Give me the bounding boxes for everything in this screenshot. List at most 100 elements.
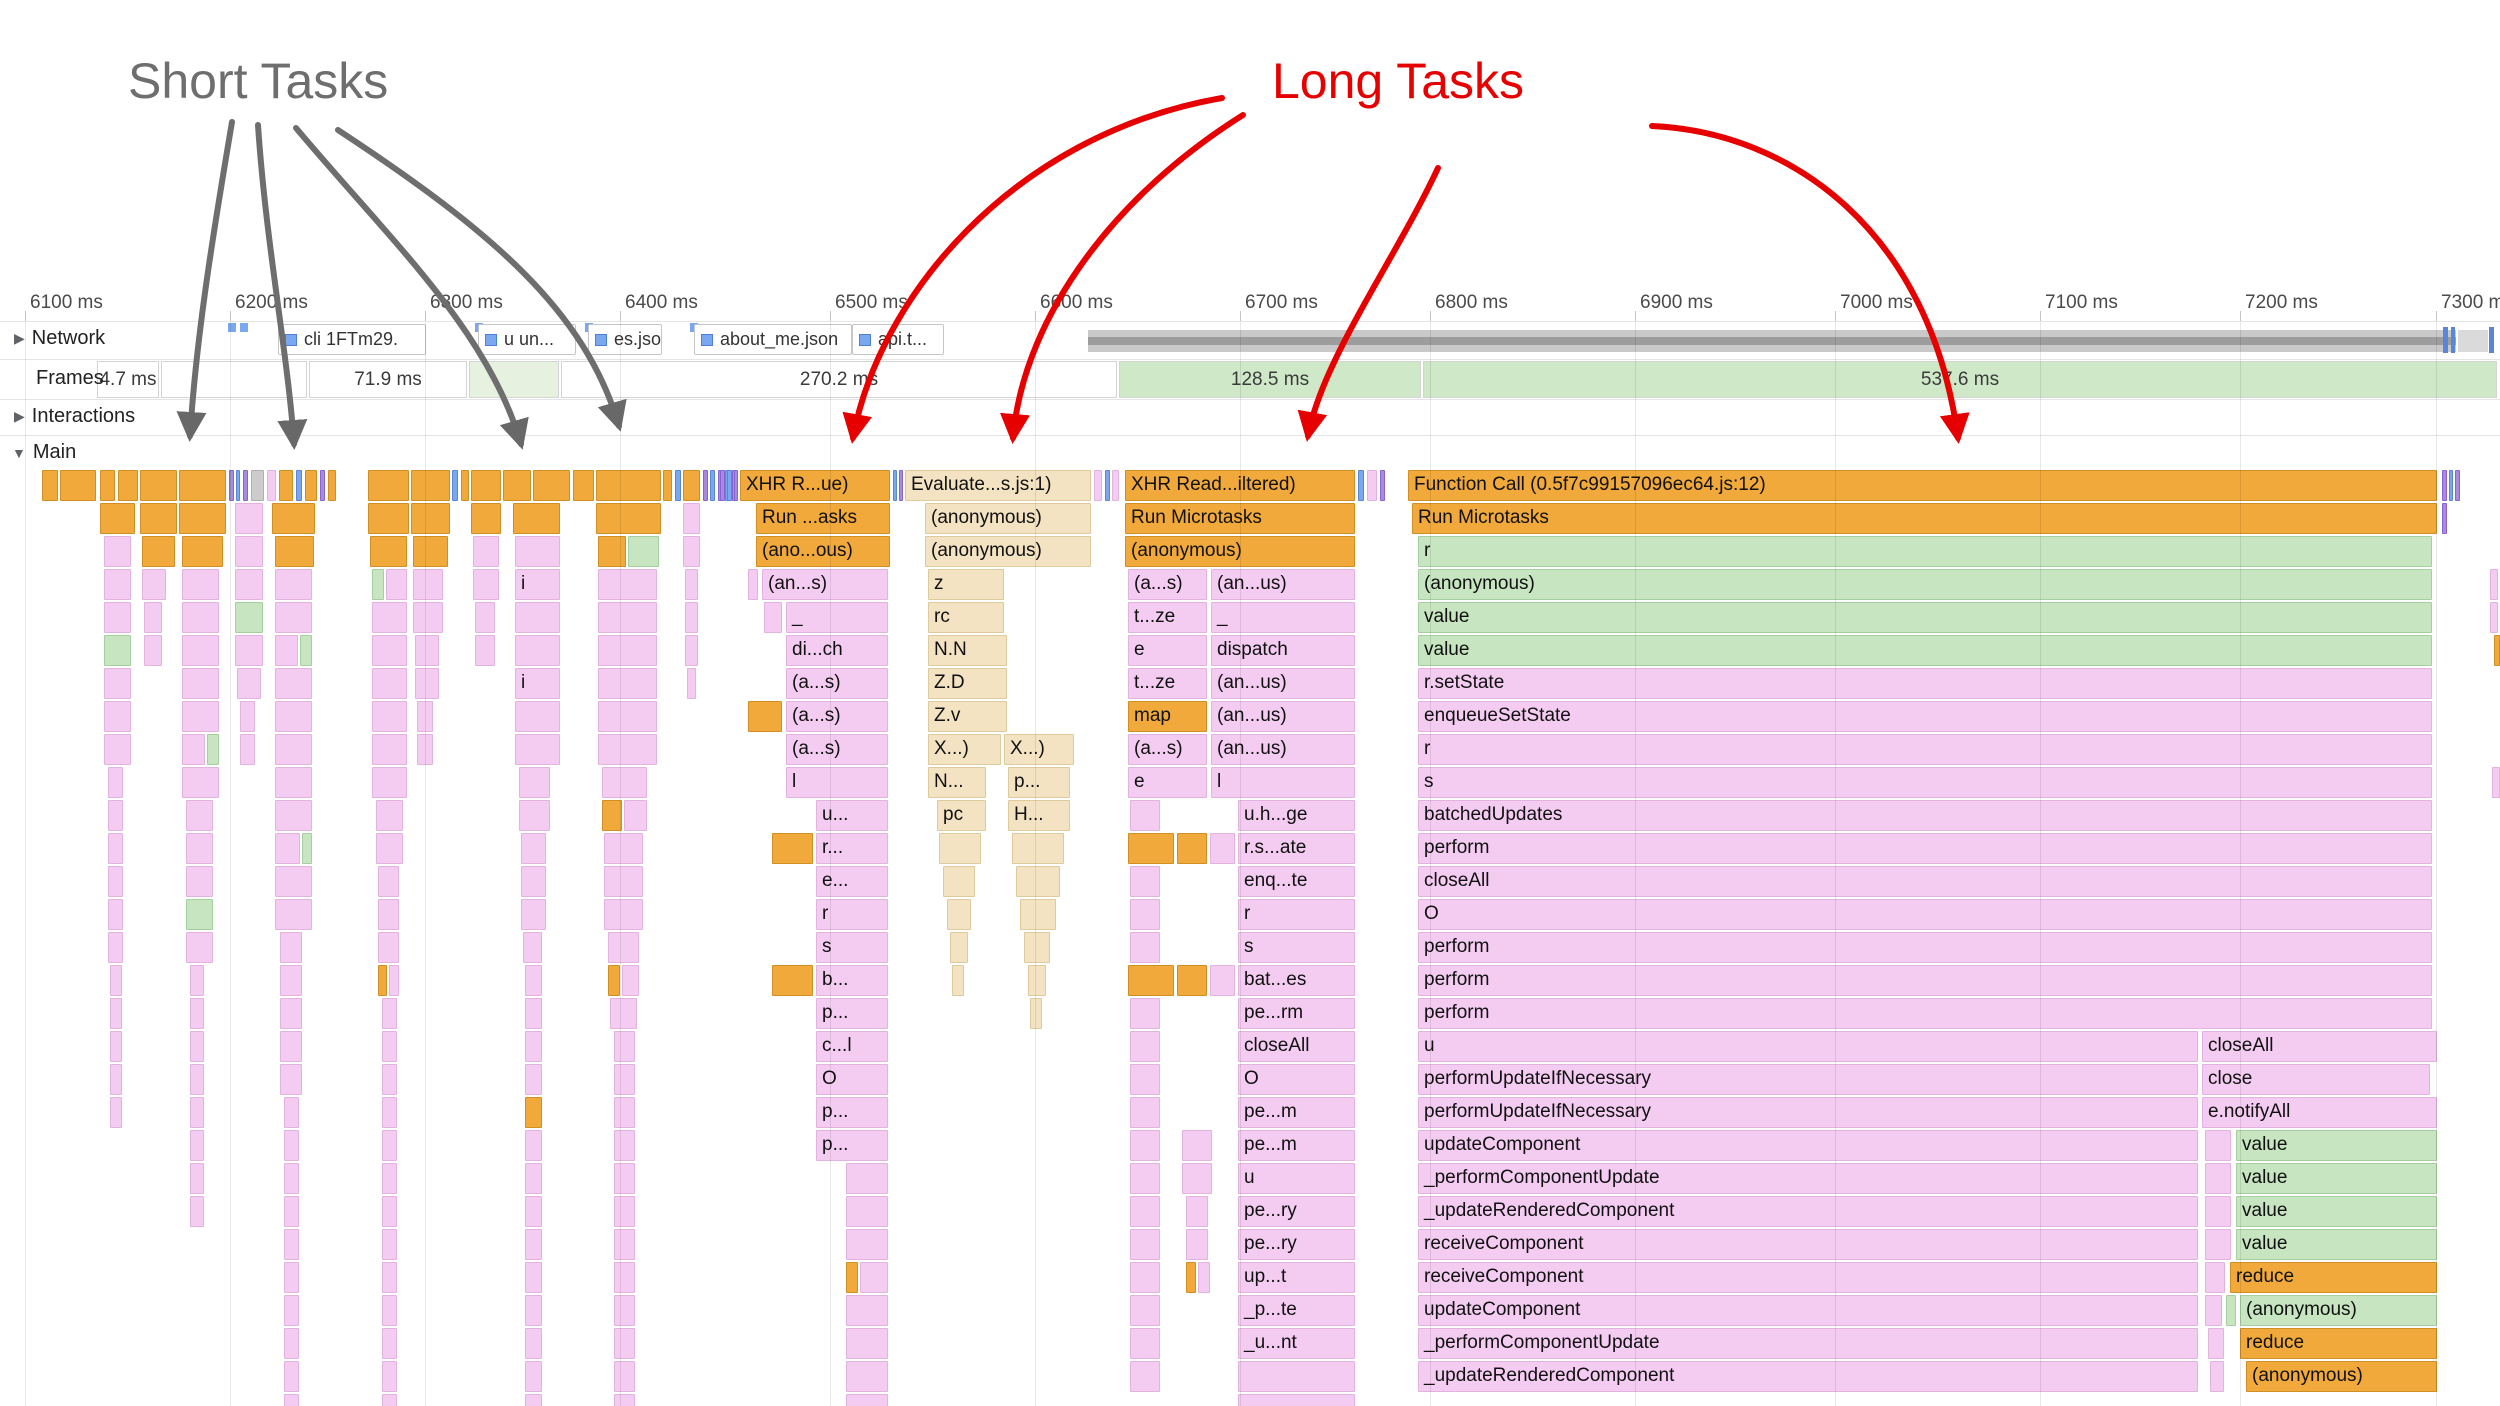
flame-bar[interactable]	[186, 899, 213, 930]
flame-bar[interactable]	[182, 536, 223, 567]
flame-bar[interactable]	[1367, 470, 1377, 501]
flame-bar[interactable]	[515, 602, 560, 633]
flame-bar[interactable]	[104, 536, 131, 567]
flame-bar[interactable]	[515, 734, 560, 765]
flame-bar[interactable]	[604, 833, 643, 864]
flame-bar[interactable]: H...	[1008, 800, 1070, 831]
flame-bar[interactable]	[1130, 800, 1160, 831]
flame-bar[interactable]	[328, 470, 336, 501]
flame-bar[interactable]: perform	[1418, 998, 2432, 1029]
flame-bar[interactable]: Run ...asks	[756, 503, 890, 534]
flame-bar[interactable]	[1024, 932, 1050, 963]
flame-bar[interactable]	[515, 536, 560, 567]
flame-bar[interactable]	[275, 536, 314, 567]
flame-bar[interactable]	[190, 1064, 204, 1095]
flame-bar[interactable]: (anonymous)	[1418, 569, 2432, 600]
flame-bar[interactable]	[598, 569, 657, 600]
flame-bar[interactable]	[382, 1361, 397, 1392]
flame-bar[interactable]	[1028, 965, 1046, 996]
flame-bar[interactable]	[860, 1262, 888, 1293]
flame-bar[interactable]	[413, 569, 443, 600]
flame-bar[interactable]	[515, 635, 560, 666]
flame-bar[interactable]	[1130, 932, 1160, 963]
flame-bar[interactable]	[608, 965, 620, 996]
flame-bar[interactable]	[846, 1229, 888, 1260]
flame-bar[interactable]: c...l	[816, 1031, 888, 1062]
flame-bar[interactable]	[275, 569, 312, 600]
flame-bar[interactable]: e	[1128, 767, 1207, 798]
flame-bar[interactable]	[1186, 1262, 1196, 1293]
flame-bar[interactable]	[382, 1262, 397, 1293]
flame-bar[interactable]: value	[1418, 635, 2432, 666]
flame-bar[interactable]	[182, 602, 219, 633]
flame-bar[interactable]	[2449, 470, 2453, 501]
flame-bar[interactable]: (a...s)	[786, 701, 888, 732]
flame-bar[interactable]	[525, 1196, 542, 1227]
flame-bar[interactable]: u	[1238, 1163, 1355, 1194]
flame-bar[interactable]: map	[1128, 701, 1207, 732]
flame-bar[interactable]	[300, 635, 312, 666]
flame-bar[interactable]: e	[1128, 635, 1207, 666]
network-request[interactable]: api.t...	[852, 324, 944, 355]
flame-bar[interactable]: p...	[816, 998, 888, 1029]
main-expand-icon[interactable]: ▼	[12, 444, 26, 461]
flame-bar[interactable]	[598, 701, 657, 732]
interactions-collapse-icon[interactable]: ▶	[14, 408, 25, 424]
flame-bar[interactable]	[284, 1097, 299, 1128]
flame-bar[interactable]	[42, 470, 58, 501]
flame-bar[interactable]	[846, 1196, 888, 1227]
flame-bar[interactable]	[142, 536, 175, 567]
flame-bar[interactable]	[386, 569, 407, 600]
flame-bar[interactable]	[846, 1361, 888, 1392]
flame-bar[interactable]	[1130, 899, 1160, 930]
flame-bar[interactable]	[280, 932, 302, 963]
flame-bar[interactable]	[614, 1295, 635, 1326]
flame-bar[interactable]	[275, 767, 312, 798]
network-request[interactable]: about_me.json	[694, 324, 852, 355]
flame-bar[interactable]	[772, 833, 813, 864]
flame-bar[interactable]: enq...te	[1238, 866, 1355, 897]
flame-bar[interactable]	[190, 965, 204, 996]
flame-bar[interactable]	[284, 1295, 299, 1326]
flame-bar[interactable]	[240, 701, 255, 732]
flame-bar[interactable]	[275, 899, 312, 930]
flame-bar[interactable]	[772, 965, 813, 996]
flame-bar[interactable]	[2205, 1295, 2222, 1326]
flame-bar[interactable]	[683, 503, 700, 534]
flame-bar[interactable]	[503, 470, 531, 501]
flame-bar[interactable]: r.s...ate	[1238, 833, 1355, 864]
flame-bar[interactable]	[243, 470, 248, 501]
flame-bar[interactable]	[846, 1394, 888, 1406]
flame-bar[interactable]: _performComponentUpdate	[1418, 1163, 2198, 1194]
flame-bar[interactable]	[614, 1097, 635, 1128]
flame-bar[interactable]	[1210, 965, 1235, 996]
flame-bar[interactable]	[110, 1031, 122, 1062]
flame-bar[interactable]	[943, 866, 975, 897]
flame-bar[interactable]: i	[515, 569, 560, 600]
flame-bar[interactable]	[235, 569, 263, 600]
frame-segment[interactable]: 4.7 ms	[97, 361, 159, 398]
flame-bar[interactable]: Evaluate...s.js:1)	[905, 470, 1091, 501]
flame-bar[interactable]	[2490, 569, 2498, 600]
flame-bar[interactable]: (an...us)	[1211, 668, 1355, 699]
flame-bar[interactable]: N...	[928, 767, 986, 798]
flame-bar[interactable]	[284, 1163, 299, 1194]
flame-bar[interactable]	[275, 734, 312, 765]
flame-bar[interactable]	[703, 470, 708, 501]
flame-bar[interactable]	[533, 470, 570, 501]
flame-bar[interactable]	[372, 668, 407, 699]
flame-bar[interactable]	[376, 833, 403, 864]
flame-bar[interactable]	[2205, 1262, 2225, 1293]
flame-bar[interactable]	[372, 602, 407, 633]
flame-bar[interactable]: value	[2236, 1196, 2437, 1227]
flame-bar[interactable]	[140, 503, 177, 534]
flame-bar[interactable]: N.N	[928, 635, 1007, 666]
flame-bar[interactable]	[108, 866, 123, 897]
flame-bar[interactable]	[240, 734, 255, 765]
flame-bar[interactable]: value	[2236, 1229, 2437, 1260]
flame-bar[interactable]: Z.D	[928, 668, 1007, 699]
flame-bar[interactable]	[1186, 1229, 1208, 1260]
flame-bar[interactable]: Run Microtasks	[1412, 503, 2437, 534]
flame-bar[interactable]	[110, 998, 122, 1029]
flame-bar[interactable]	[1177, 965, 1207, 996]
